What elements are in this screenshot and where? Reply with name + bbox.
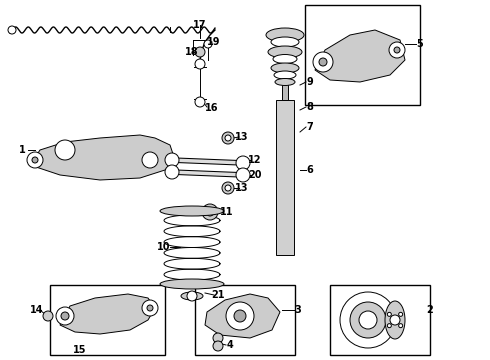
Ellipse shape xyxy=(271,37,299,47)
Bar xyxy=(276,100,294,255)
Text: 8: 8 xyxy=(307,102,314,112)
Circle shape xyxy=(359,311,377,329)
Circle shape xyxy=(225,135,231,141)
Text: 20: 20 xyxy=(248,170,262,180)
Circle shape xyxy=(142,300,158,316)
Circle shape xyxy=(27,152,43,168)
Text: 17: 17 xyxy=(193,20,207,30)
Circle shape xyxy=(340,292,396,348)
Circle shape xyxy=(213,333,223,343)
Bar xyxy=(195,285,295,355)
Circle shape xyxy=(61,312,69,320)
Circle shape xyxy=(165,165,179,179)
Bar xyxy=(282,60,288,100)
Circle shape xyxy=(213,341,223,351)
Polygon shape xyxy=(30,135,175,180)
Circle shape xyxy=(222,132,234,144)
Circle shape xyxy=(319,58,327,66)
Text: 18: 18 xyxy=(185,47,199,57)
Circle shape xyxy=(387,324,392,328)
Text: 9: 9 xyxy=(307,77,314,87)
Text: 15: 15 xyxy=(73,345,87,355)
Circle shape xyxy=(195,47,205,57)
Circle shape xyxy=(165,153,179,167)
Circle shape xyxy=(313,52,333,72)
Circle shape xyxy=(187,291,197,301)
Bar xyxy=(330,285,430,355)
Bar xyxy=(50,285,165,355)
Text: 14: 14 xyxy=(30,305,44,315)
Circle shape xyxy=(222,182,234,194)
Bar xyxy=(305,5,420,105)
Circle shape xyxy=(204,40,212,48)
Text: 2: 2 xyxy=(427,305,433,315)
Circle shape xyxy=(389,42,405,58)
Circle shape xyxy=(55,140,75,160)
Ellipse shape xyxy=(268,46,302,58)
Circle shape xyxy=(236,168,250,182)
Circle shape xyxy=(390,315,400,325)
Circle shape xyxy=(43,311,53,321)
Circle shape xyxy=(56,307,74,325)
Circle shape xyxy=(142,152,158,168)
Circle shape xyxy=(225,185,231,191)
Circle shape xyxy=(195,97,205,107)
Circle shape xyxy=(202,204,218,220)
Polygon shape xyxy=(315,30,405,82)
Circle shape xyxy=(147,305,153,311)
Circle shape xyxy=(236,156,250,170)
Circle shape xyxy=(32,157,38,163)
Circle shape xyxy=(234,310,246,322)
Circle shape xyxy=(387,312,392,316)
Text: 1: 1 xyxy=(19,145,25,155)
Ellipse shape xyxy=(266,28,304,42)
Ellipse shape xyxy=(275,78,295,86)
Circle shape xyxy=(8,26,16,34)
Circle shape xyxy=(350,302,386,338)
Text: 13: 13 xyxy=(235,183,249,193)
Text: 3: 3 xyxy=(294,305,301,315)
Text: 12: 12 xyxy=(248,155,262,165)
Ellipse shape xyxy=(271,63,299,73)
Polygon shape xyxy=(60,294,155,334)
Text: 5: 5 xyxy=(416,39,423,49)
Polygon shape xyxy=(205,294,280,338)
Ellipse shape xyxy=(160,206,224,216)
Text: 10: 10 xyxy=(157,242,171,252)
Circle shape xyxy=(394,47,400,53)
Ellipse shape xyxy=(160,279,224,289)
Ellipse shape xyxy=(273,54,297,63)
Ellipse shape xyxy=(274,71,296,79)
Circle shape xyxy=(195,59,205,69)
Text: 4: 4 xyxy=(227,340,233,350)
Text: 7: 7 xyxy=(307,122,314,132)
Circle shape xyxy=(206,208,214,216)
Circle shape xyxy=(399,312,403,316)
Text: 6: 6 xyxy=(307,165,314,175)
Circle shape xyxy=(399,324,403,328)
Text: 13: 13 xyxy=(235,132,249,142)
Ellipse shape xyxy=(385,301,405,339)
Text: 11: 11 xyxy=(220,207,234,217)
Text: 21: 21 xyxy=(211,290,225,300)
Ellipse shape xyxy=(181,292,203,300)
Text: 19: 19 xyxy=(207,37,221,47)
Circle shape xyxy=(226,302,254,330)
Text: 16: 16 xyxy=(205,103,219,113)
